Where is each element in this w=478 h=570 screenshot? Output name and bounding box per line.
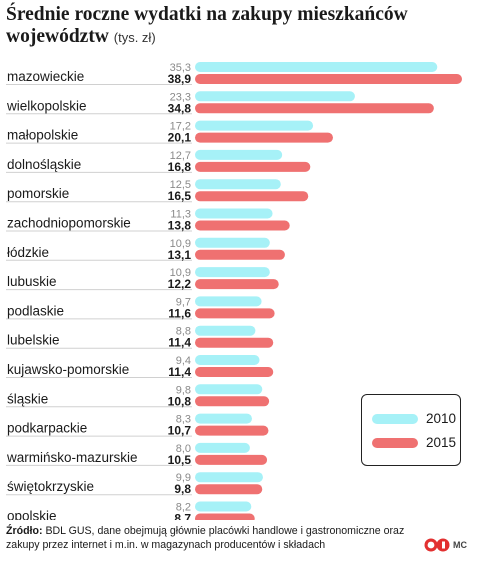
value-label-2015-podkarpackie: 10,7 [168, 424, 192, 438]
value-label-2010-śląskie: 9,8 [176, 384, 191, 396]
bar-2015-kujawsko-pomorskie [195, 367, 274, 377]
category-label-zachodniopomorskie: zachodniopomorskie [7, 216, 131, 231]
value-label-2015-małopolskie: 20,1 [168, 131, 192, 145]
bar-2010-podkarpackie [195, 413, 252, 424]
category-label-wielkopolskie: wielkopolskie [6, 98, 87, 113]
value-label-2010-łódzkie: 10,9 [170, 238, 191, 250]
bar-2010-wielkopolskie [195, 91, 355, 102]
category-label-podkarpackie: podkarpackie [7, 421, 87, 436]
legend-swatch-2010 [372, 414, 418, 424]
category-label-warmińsko-mazurskie: warmińsko-mazurskie [6, 450, 138, 465]
legend-swatch-2015 [372, 438, 418, 448]
category-label-lubuskie: lubuskie [7, 274, 57, 289]
value-label-2010-lubelskie: 8,8 [176, 326, 191, 338]
value-label-2015-dolnośląskie: 16,8 [168, 160, 192, 174]
bar-2015-mazowieckie [195, 74, 462, 84]
bar-2015-dolnośląskie [195, 161, 311, 172]
category-label-śląskie: śląskie [7, 391, 48, 406]
value-label-2015-zachodniopomorskie: 13,8 [168, 219, 192, 233]
bar-2010-opolskie [195, 501, 252, 512]
bar-2015-lubelskie [195, 337, 274, 348]
bar-2010-dolnośląskie [195, 149, 283, 160]
value-label-2010-małopolskie: 17,2 [170, 121, 191, 133]
value-label-2015-świętokrzyskie: 9,8 [174, 482, 191, 496]
category-label-pomorskie: pomorskie [7, 186, 69, 201]
bar-2015-małopolskie [195, 132, 333, 143]
value-label-2015-lubelskie: 11,4 [168, 336, 191, 350]
value-label-2015-pomorskie: 16,5 [168, 189, 192, 203]
category-label-kujawsko-pomorskie: kujawsko-pomorskie [7, 362, 129, 377]
category-label-łódzkie: łódzkie [7, 245, 49, 260]
bar-2010-pomorskie [195, 179, 281, 190]
source-lead: Źródło: [6, 525, 43, 537]
bar-2015-zachodniopomorskie [195, 220, 290, 231]
value-label-2010-kujawsko-pomorskie: 9,4 [176, 355, 191, 367]
bar-2015-podlaskie [195, 308, 275, 319]
value-label-2010-wielkopolskie: 23,3 [170, 91, 191, 103]
bar-2010-mazowieckie [195, 62, 438, 72]
value-label-2010-zachodniopomorskie: 11,3 [170, 209, 191, 221]
bar-2015-łódzkie [195, 249, 285, 260]
chart-title: Średnie roczne wydatki na zakupy mieszka… [6, 4, 472, 49]
category-label-opolskie: opolskie [7, 509, 57, 521]
category-label-małopolskie: małopolskie [7, 128, 78, 143]
value-label-2010-lubuskie: 10,9 [170, 267, 191, 279]
category-label-świętokrzyskie: świętokrzyskie [7, 479, 94, 494]
bar-2015-podkarpackie [195, 425, 269, 436]
author-credit: MC [453, 540, 467, 550]
bar-2010-lubuskie [195, 267, 270, 278]
bar-2015-warmińsko-mazurskie [195, 454, 268, 465]
value-label-2015-warmińsko-mazurskie: 10,5 [168, 453, 192, 467]
bar-2010-małopolskie [195, 120, 314, 131]
category-label-podlaskie: podlaskie [7, 303, 64, 318]
chart-legend: 2010 2015 [361, 394, 461, 466]
value-label-2015-śląskie: 10,8 [168, 394, 192, 408]
value-label-2010-warmińsko-mazurskie: 8,0 [176, 443, 191, 455]
bar-chart: mazowieckie 35,338,9 wielkopolskie 23,334,8… [6, 62, 462, 521]
category-label-dolnośląskie: dolnośląskie [7, 157, 81, 172]
value-label-2010-podlaskie: 9,7 [176, 296, 191, 308]
value-label-2010-opolskie: 8,2 [176, 502, 191, 514]
value-label-2010-pomorskie: 12,5 [170, 179, 191, 191]
chart-title-main: Średnie roczne wydatki na zakupy mieszka… [6, 4, 408, 47]
value-label-2015-łódzkie: 13,1 [168, 248, 192, 262]
bar-2010-łódzkie [195, 237, 270, 248]
category-label-lubelskie: lubelskie [7, 333, 60, 348]
bar-2010-lubelskie [195, 325, 256, 336]
bar-2010-warmińsko-mazurskie [195, 442, 250, 453]
legend-label-2015: 2015 [426, 435, 457, 450]
value-label-2015-kujawsko-pomorskie: 11,4 [168, 365, 191, 379]
legend-label-2010: 2010 [426, 411, 457, 426]
source-note: Źródło: BDL GUS, dane obejmują głównie p… [6, 525, 416, 552]
value-label-2015-mazowieckie: 38,9 [168, 72, 192, 86]
bar-2010-świętokrzyskie [195, 472, 263, 483]
bar-2015-opolskie [195, 513, 255, 520]
value-label-2010-podkarpackie: 8,3 [176, 414, 191, 426]
chart-title-unit: (tys. zł) [113, 30, 156, 45]
value-label-2015-lubuskie: 12,2 [168, 277, 192, 291]
bar-2015-lubuskie [195, 279, 279, 290]
value-label-2010-dolnośląskie: 12,7 [170, 150, 191, 162]
value-label-2015-podlaskie: 11,6 [168, 306, 191, 320]
bar-2015-śląskie [195, 396, 270, 407]
bar-2015-wielkopolskie [195, 103, 434, 114]
bar-2010-zachodniopomorskie [195, 208, 273, 219]
publisher-logo [424, 538, 450, 552]
bar-2015-świętokrzyskie [195, 484, 263, 495]
bar-2010-śląskie [195, 384, 263, 395]
bar-2010-kujawsko-pomorskie [195, 355, 260, 365]
value-label-2010-mazowieckie: 35,3 [170, 62, 191, 74]
bar-2010-podlaskie [195, 296, 262, 307]
value-label-2010-świętokrzyskie: 9,9 [176, 472, 191, 484]
value-label-2015-opolskie: 8,7 [174, 512, 191, 521]
value-label-2015-wielkopolskie: 34,8 [168, 101, 192, 115]
bar-2015-pomorskie [195, 191, 309, 202]
source-text: BDL GUS, dane obejmują głównie placówki … [6, 525, 405, 551]
category-label-mazowieckie: mazowieckie [7, 69, 84, 84]
